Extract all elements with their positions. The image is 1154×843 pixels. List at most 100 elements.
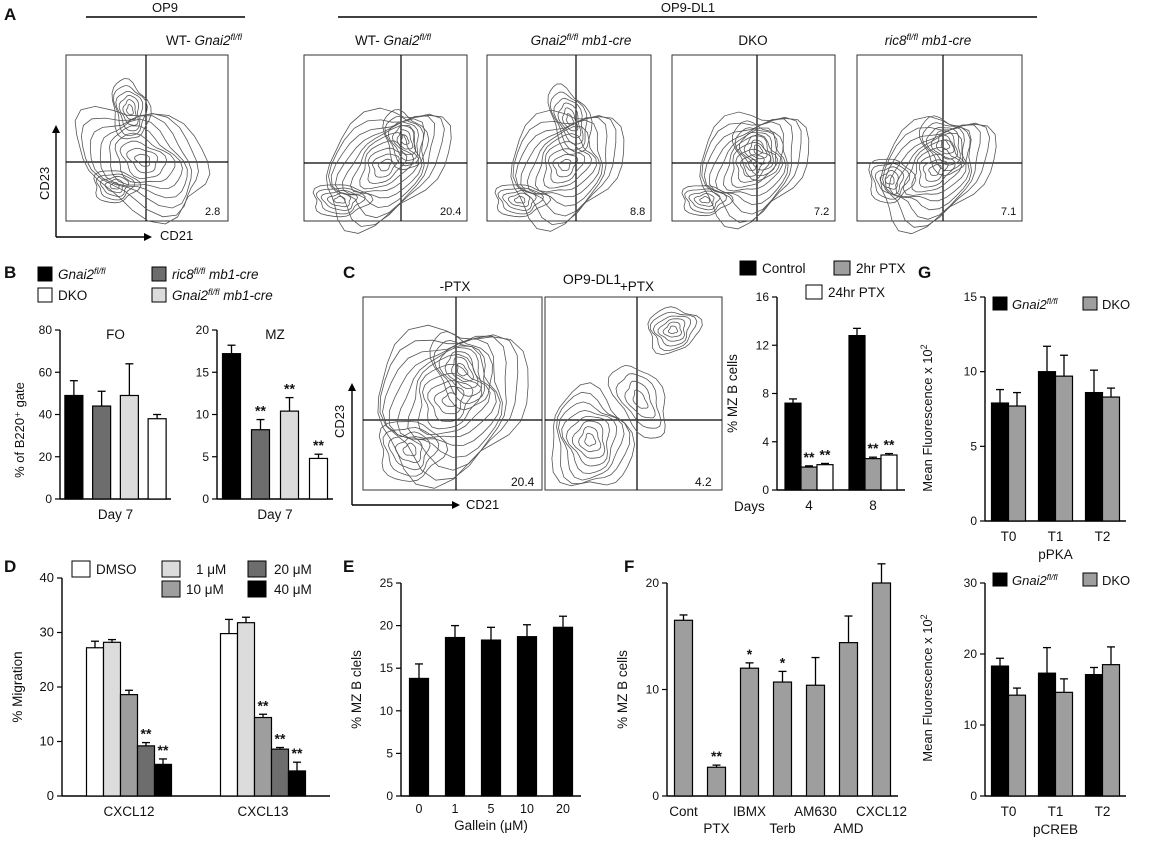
contour-line — [624, 380, 656, 419]
contour-line — [919, 115, 971, 177]
y-axis-label: % Migration — [10, 651, 25, 722]
bar-DKO — [308, 457, 329, 500]
genotype-label-1: WT- Gnai2fl/fl — [166, 32, 243, 48]
significance-mark: ** — [255, 403, 266, 419]
contour-line — [371, 153, 400, 178]
contour-line — [870, 163, 911, 200]
contour-line — [884, 124, 981, 220]
legend-text-g-top-gnai2: Gnai2fl/fl — [1012, 296, 1059, 312]
contour-line — [417, 364, 491, 435]
contour-line — [688, 190, 721, 211]
contour-line — [547, 83, 593, 155]
bar-1 μM-CXCL13 — [236, 622, 256, 797]
panel-g-label: G — [918, 263, 931, 282]
y-tick-label: 20 — [196, 323, 210, 337]
contour-line — [379, 334, 519, 481]
contour-plot-dl1-wt — [312, 107, 452, 234]
y-tick-label: 60 — [39, 365, 53, 379]
bar-1 — [444, 636, 466, 797]
bar-24hr PTX-4 — [816, 464, 834, 491]
legend-text-2hr-ptx: 2hr PTX — [856, 261, 906, 276]
y-axis-label: % MZ B cells — [615, 650, 630, 729]
contour-line — [753, 144, 764, 155]
contour-line — [553, 97, 584, 145]
contour-line — [748, 139, 768, 160]
contour-line — [396, 345, 501, 446]
contour-line — [547, 148, 586, 184]
bar-Gnai2 fl/fl mb1-cre — [279, 410, 300, 500]
contour-line — [874, 166, 905, 195]
legend-swatch-24hr-ptx — [805, 284, 823, 300]
contour-line — [392, 125, 417, 156]
legend-text-24hr-ptx: 24hr PTX — [828, 285, 885, 300]
legend-swatch-2hr-ptx — [833, 260, 851, 276]
contour-line — [868, 158, 917, 204]
bar-0 — [408, 677, 430, 797]
bar-Control-4 — [784, 402, 802, 491]
panel-a-label: A — [4, 5, 16, 24]
bar-40 μM-CXCL12 — [153, 763, 173, 797]
panel-b-label: B — [4, 263, 16, 282]
group-label: CXCL12 — [103, 804, 154, 819]
contour-line — [367, 147, 408, 185]
significance-mark: ** — [158, 742, 169, 758]
contour-line — [122, 99, 137, 121]
bar-Gnai2 fl/fl — [221, 353, 242, 500]
legend-text-1um: 1 μM — [196, 562, 226, 577]
contour-line — [520, 119, 603, 207]
bar-5 — [480, 639, 502, 797]
contour-line — [456, 362, 469, 377]
legend-text-dko: DKO — [58, 288, 87, 303]
bar-Cont — [673, 619, 694, 797]
contour-line — [584, 432, 597, 447]
contour-line — [730, 142, 779, 188]
contour-line — [326, 192, 352, 208]
bar-40 μM-CXCL13 — [287, 770, 307, 797]
cd23-axis-label: CD23 — [37, 167, 52, 200]
y-tick-label: 0 — [970, 789, 977, 803]
x-axis-label: Gallein (μM) — [454, 818, 528, 833]
contour-line — [708, 121, 789, 206]
contour-line — [668, 325, 679, 334]
x-tick-label: AM630 — [794, 804, 837, 819]
bar-IBMX — [739, 667, 760, 797]
x-axis-label: pCREB — [1033, 822, 1078, 837]
chart-fo: 0 20 40 60 80 FO Day 7 — [39, 323, 171, 522]
contour-line — [652, 315, 692, 347]
contour-line — [134, 153, 151, 167]
legend-text-10um: 10 μM — [186, 582, 224, 597]
bar-DMSO-CXCL12 — [85, 647, 105, 797]
bar-DKO-T2 — [1101, 396, 1121, 522]
genotype-label-4: DKO — [738, 33, 767, 48]
y-tick-label: 16 — [756, 290, 770, 304]
g-bottom-y-label: Mean Fluorescence x 102 — [919, 614, 935, 761]
contour-line — [647, 306, 703, 356]
contour-line — [699, 196, 710, 204]
y-tick-label: 20 — [40, 679, 54, 694]
cd21-axis-label: CD21 — [160, 228, 193, 243]
contour-line — [732, 120, 784, 182]
contour-line — [433, 339, 486, 404]
legend-text-g-bottom-gnai2: Gnai2fl/fl — [1012, 572, 1059, 588]
legend-d: DMSO 1 μM 10 μM 20 μM 40 μM — [71, 560, 312, 598]
legend-swatch-1um — [161, 560, 181, 578]
contour-line — [922, 159, 949, 182]
contour-line — [333, 195, 346, 204]
significance-mark: ** — [141, 726, 152, 742]
y-tick-label: 0 — [45, 492, 52, 506]
contour-line — [119, 140, 168, 179]
contour-line — [918, 153, 956, 188]
contour-line — [657, 318, 686, 342]
contour-line — [80, 113, 199, 218]
legend-g-bottom: Gnai2fl/fl DKO — [992, 572, 1130, 588]
significance-mark: ** — [258, 697, 269, 713]
contour-line — [632, 389, 649, 409]
contour-line — [722, 134, 783, 192]
x-tick-label: CXCL12 — [856, 804, 907, 819]
c-cd23-axis-label: CD23 — [332, 405, 347, 438]
y-tick-label: 10 — [380, 704, 394, 718]
group-label: T2 — [1095, 529, 1111, 544]
contour-line — [113, 85, 148, 136]
